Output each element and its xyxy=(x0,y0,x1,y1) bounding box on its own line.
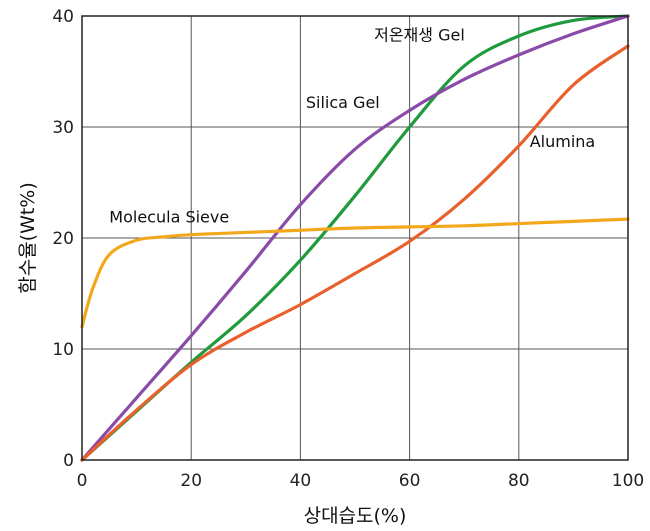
series-label: 저온재생 Gel xyxy=(374,25,465,44)
y-axis-title: 함수율(Wt%) xyxy=(17,182,39,294)
series-label: Alumina xyxy=(530,132,596,151)
y-tick-label: 40 xyxy=(52,7,74,27)
series-label: Molecula Sieve xyxy=(109,207,229,226)
x-tick-label: 80 xyxy=(508,471,530,491)
x-axis-ticks: 0 20 40 60 80 100 xyxy=(77,471,645,491)
y-tick-label: 0 xyxy=(63,451,74,471)
series-lines xyxy=(80,14,630,462)
x-axis-title: 상대습도(%) xyxy=(304,505,407,527)
series-labels: 저온재생 Gel Silica Gel Alumina Molecula Sieve xyxy=(109,25,595,226)
plot-frame xyxy=(81,15,629,461)
y-tick-label: 30 xyxy=(52,118,74,138)
x-tick-label: 40 xyxy=(290,471,312,491)
series-line-silica-gel xyxy=(80,14,630,462)
y-tick-label: 10 xyxy=(52,340,74,360)
y-tick-label: 20 xyxy=(52,229,74,249)
series-line-alumina xyxy=(80,44,630,462)
series-line-molecula-sieve xyxy=(80,217,630,329)
x-tick-label: 100 xyxy=(612,471,644,491)
x-tick-label: 20 xyxy=(180,471,202,491)
series-label: Silica Gel xyxy=(306,93,380,112)
x-tick-label: 60 xyxy=(399,471,421,491)
x-tick-label: 0 xyxy=(77,471,88,491)
y-axis-ticks: 0 10 20 30 40 xyxy=(52,7,74,471)
